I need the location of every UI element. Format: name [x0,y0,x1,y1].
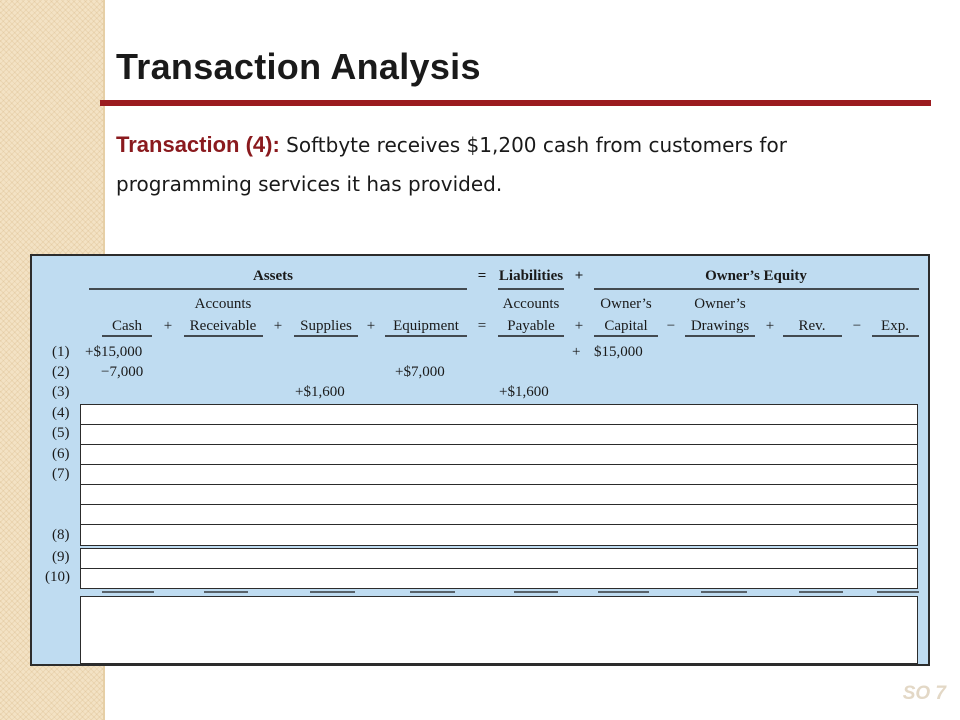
blank-row-4 [80,404,918,425]
header-assets: Assets [253,268,293,284]
row1-owners-capital: $15,000 [594,344,643,360]
op-plus-5: + [765,318,775,334]
col-supplies: Supplies [300,318,352,334]
row3-accounts-payable: +$1,600 [499,384,549,400]
table-rules [89,288,919,593]
col-owners-capital-top: Owner’s [600,296,652,312]
blank-row-8 [80,524,918,546]
row-number: (7) [52,466,70,482]
blank-row-9 [80,548,918,569]
row1-cash: +$15,000 [85,344,143,360]
op-plus-2: + [273,318,283,334]
row3-supplies: +$1,600 [295,384,345,400]
col-accounts-receivable: Receivable [189,318,257,334]
header-equals: = [477,268,487,284]
col-accounts-receivable-top: Accounts [194,296,252,312]
row-number: (1) [52,344,70,360]
op-minus-2: − [852,318,862,334]
col-equipment: Equipment [393,318,459,334]
op-minus-1: − [666,318,676,334]
col-owners-capital: Capital [604,318,648,334]
blank-totals-area [80,596,918,664]
row1-plus: + [572,344,581,360]
op-plus-1: + [163,318,173,334]
col-accounts-payable: Payable [507,318,555,334]
row-number: (2) [52,364,70,380]
header-liabilities: Liabilities [498,268,564,284]
row-number: (8) [52,527,70,543]
header-plus: + [574,268,584,284]
row2-cash: −7,000 [101,364,144,380]
row-number: (6) [52,446,70,462]
row-number: (5) [52,425,70,441]
blank-row-7 [80,464,918,485]
transaction-label: Transaction (4): [116,132,280,157]
row-number: (10) [45,569,70,585]
study-objective-tag: SO 7 [902,683,946,704]
row2-equipment: +$7,000 [395,364,445,380]
col-cash: Cash [112,318,142,334]
title-underline [100,100,931,106]
blank-row-7b [80,484,918,505]
col-owners-drawings-top: Owner’s [694,296,746,312]
op-plus-4: + [574,318,584,334]
blank-row-7c [80,504,918,525]
row-number: (3) [52,384,70,400]
blank-row-6 [80,444,918,465]
accounting-equation-table: Assets = Liabilities + Owner’s Equity Ca… [30,254,930,666]
row-number: (4) [52,405,70,421]
header-owners-equity: Owner’s Equity [705,268,807,284]
op-plus-3: + [366,318,376,334]
col-revenues: Rev. [798,318,826,334]
slide-title: Transaction Analysis [116,46,481,87]
col-accounts-payable-top: Accounts [502,296,560,312]
transaction-text: Softbyte receives $1,200 cash from custo… [116,133,787,196]
row-number: (9) [52,549,70,565]
op-equals: = [477,318,487,334]
col-owners-drawings: Drawings [690,318,750,334]
col-expenses: Exp. [881,318,909,334]
blank-row-5 [80,424,918,445]
blank-row-10 [80,568,918,589]
transaction-description: Transaction (4): Softbyte receives $1,20… [116,126,916,204]
